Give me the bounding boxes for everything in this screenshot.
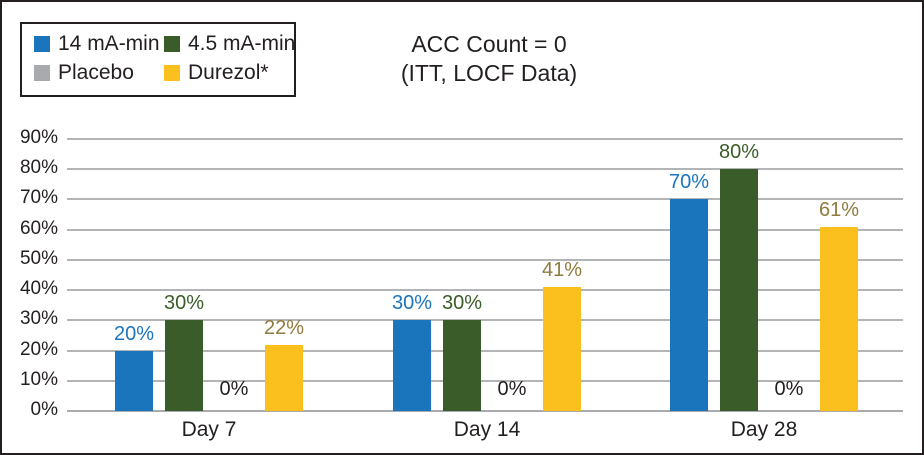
y-gridline: [67, 319, 903, 322]
bar-value-label: 80%: [718, 141, 760, 164]
legend-item-durezol: Durezol*: [164, 61, 295, 85]
bar: [115, 350, 153, 411]
bar: [393, 320, 431, 411]
y-gridline: [67, 349, 903, 352]
legend-swatch: [164, 65, 180, 81]
y-gridline: [67, 198, 903, 201]
y-axis-tick-label: 40%: [19, 278, 58, 300]
x-axis-category-label: Day 28: [730, 418, 798, 441]
legend-item-14mamin: 14 mA-min: [34, 32, 164, 56]
bar: [265, 344, 303, 411]
legend-swatch: [34, 65, 50, 81]
y-gridline: [67, 289, 903, 292]
y-axis-tick-label: 90%: [19, 127, 58, 148]
y-axis-tick-label: 10%: [19, 368, 58, 390]
bar-value-label: 0%: [219, 378, 249, 400]
legend-label: Placebo: [58, 61, 134, 84]
y-axis-tick-label: 70%: [19, 187, 58, 209]
chart-subtitle: (ITT, LOCF Data): [400, 60, 578, 87]
y-gridline: [67, 168, 903, 171]
bar: [443, 320, 481, 411]
chart-title: ACC Count = 0: [411, 31, 567, 57]
legend-item-45mamin: 4.5 mA-min: [164, 32, 295, 56]
bar: [670, 199, 708, 411]
legend-label: 4.5 mA-min: [188, 32, 296, 55]
bar-value-label: 61%: [818, 198, 860, 221]
y-gridline: [67, 258, 903, 261]
bar-value-label: 41%: [541, 259, 583, 282]
y-axis-tick-label: 50%: [19, 247, 58, 269]
x-axis-baseline: [67, 410, 903, 412]
y-axis-tick-label: 20%: [19, 338, 58, 360]
bar: [543, 287, 581, 411]
bar-value-label: 20%: [113, 322, 155, 345]
bar-value-label: 30%: [163, 292, 205, 315]
bar: [820, 226, 858, 411]
bar-value-label: 30%: [441, 292, 483, 315]
bar: [165, 320, 203, 411]
chart-title-block: ACC Count = 0 (ITT, LOCF Data): [299, 30, 679, 89]
y-gridline: [67, 228, 903, 231]
legend-label: 14 mA-min: [58, 32, 160, 55]
y-axis-tick-label: 30%: [19, 308, 58, 330]
bar-value-label: 0%: [497, 378, 527, 400]
y-axis-tick-label: 0%: [30, 399, 58, 420]
bar: [720, 169, 758, 411]
x-axis-category-label: Day 7: [181, 418, 237, 441]
y-gridline: [67, 379, 903, 382]
y-axis-tick-label: 60%: [19, 217, 58, 239]
bar-value-label: 22%: [263, 316, 305, 339]
bar-value-label: 30%: [391, 292, 433, 315]
bar-value-label: 70%: [668, 171, 710, 194]
legend-swatch: [34, 36, 50, 52]
legend-swatch: [164, 36, 180, 52]
legend-item-placebo: Placebo: [34, 61, 164, 85]
x-axis-category-label: Day 14: [453, 418, 521, 441]
bar-value-label: 0%: [774, 378, 804, 400]
legend-box: 14 mA-min 4.5 mA-min Placebo Durezol*: [20, 22, 296, 97]
legend-label: Durezol*: [188, 61, 269, 84]
y-axis-tick-label: 80%: [19, 157, 58, 179]
y-gridline: [67, 138, 903, 140]
